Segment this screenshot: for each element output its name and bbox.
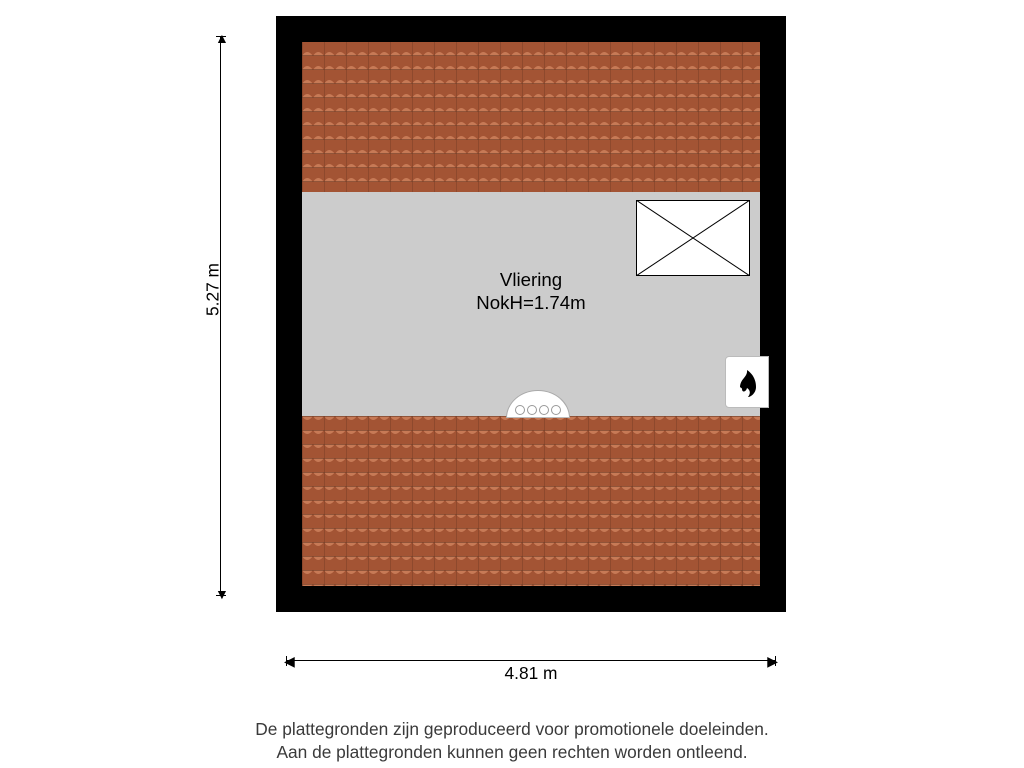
dimension-height-label: 5.27 m — [203, 263, 224, 316]
arrow-right-icon: ▶ — [767, 655, 778, 667]
disclaimer-line2: Aan de plattegronden kunnen geen rechten… — [0, 741, 1024, 764]
disclaimer: De plattegronden zijn geproduceerd voor … — [0, 718, 1024, 763]
dimension-width-label: 4.81 m — [286, 663, 776, 684]
vent-circles — [507, 405, 569, 415]
floorplan-canvas: Vliering NokH=1.74m ◀ 4.81 m ▶ ▲ 5.27 m — [0, 0, 1024, 768]
boiler-icon — [725, 356, 769, 408]
roof-bottom — [302, 416, 760, 586]
arrow-up-icon: ▲ — [215, 32, 229, 44]
dimension-height: ▲ 5.27 m ▼ — [220, 36, 221, 596]
room-name: Vliering — [431, 268, 631, 291]
disclaimer-line1: De plattegronden zijn geproduceerd voor … — [0, 718, 1024, 741]
room-label: Vliering NokH=1.74m — [431, 268, 631, 315]
hatch-icon — [636, 200, 750, 276]
dimension-width: ◀ 4.81 m ▶ — [286, 660, 776, 661]
arrow-down-icon: ▼ — [215, 588, 229, 600]
ridge-height: NokH=1.74m — [431, 291, 631, 314]
roof-top — [302, 42, 760, 192]
